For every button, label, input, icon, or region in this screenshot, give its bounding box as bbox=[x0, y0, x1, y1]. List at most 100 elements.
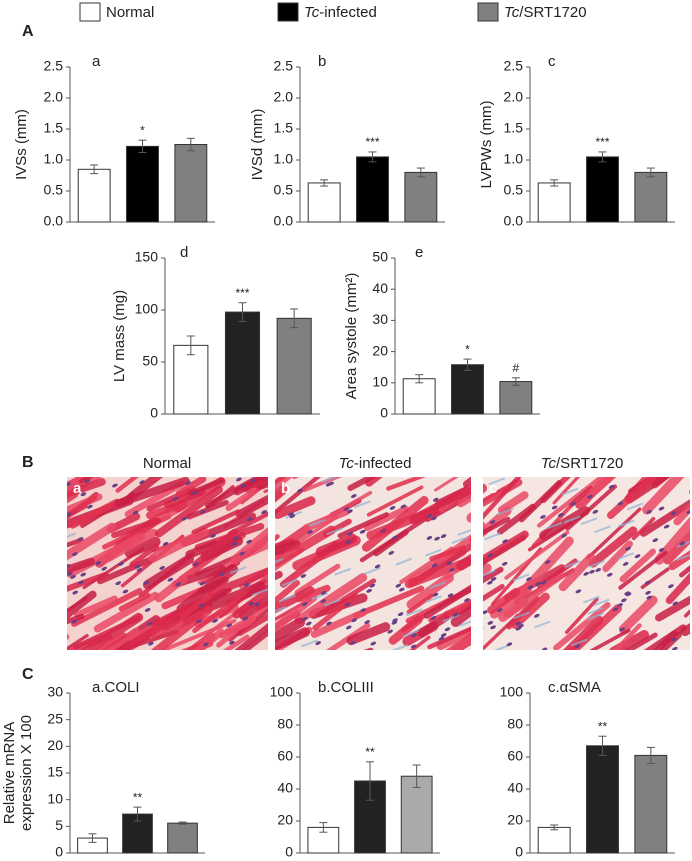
legend-swatch bbox=[277, 2, 299, 22]
italic-part: Tc bbox=[304, 4, 320, 21]
collagen bbox=[311, 592, 329, 601]
nucleus bbox=[501, 561, 508, 566]
nucleus bbox=[203, 642, 209, 647]
nucleus bbox=[447, 593, 454, 598]
collagen bbox=[493, 645, 508, 650]
collagen bbox=[676, 553, 690, 561]
nucleus bbox=[426, 535, 433, 540]
muscle-fiber bbox=[352, 585, 425, 619]
muscle-fiber bbox=[316, 578, 377, 618]
muscle-fiber bbox=[553, 602, 611, 650]
nucleus bbox=[544, 560, 551, 564]
muscle-fiber bbox=[483, 530, 529, 565]
panel-label: C bbox=[22, 666, 34, 683]
collagen bbox=[402, 629, 420, 638]
muscle-fiber bbox=[361, 496, 429, 552]
nucleus bbox=[198, 603, 205, 608]
nucleus bbox=[583, 571, 589, 576]
collagen bbox=[564, 560, 581, 569]
muscle-fiber bbox=[206, 485, 235, 509]
nucleus bbox=[196, 619, 202, 624]
muscle-fiber bbox=[79, 477, 94, 484]
muscle-fiber bbox=[67, 590, 97, 620]
muscle-fiber bbox=[346, 622, 391, 646]
nucleus bbox=[440, 534, 447, 539]
muscle-fiber bbox=[444, 633, 471, 650]
y-tick-label: 40 bbox=[372, 280, 388, 296]
muscle-fiber bbox=[67, 571, 109, 592]
collagen bbox=[457, 528, 471, 536]
significance: # bbox=[512, 361, 519, 375]
muscle-fiber bbox=[497, 491, 529, 514]
muscle-fiber bbox=[564, 597, 599, 634]
y-tick-label: 30 bbox=[47, 684, 63, 700]
muscle-fiber bbox=[417, 613, 450, 638]
muscle-fiber bbox=[67, 488, 79, 504]
y-axis-label: LVPWs (mm) bbox=[478, 100, 495, 188]
nucleus bbox=[246, 517, 253, 522]
collagen bbox=[676, 540, 690, 548]
muscle-fiber bbox=[67, 522, 117, 561]
y-tick-label: 2.5 bbox=[44, 58, 64, 74]
chart-title: a.COLI bbox=[92, 679, 140, 696]
y-axis-label: IVSs (mm) bbox=[13, 109, 30, 180]
muscle-fiber bbox=[580, 477, 612, 507]
nucleus bbox=[551, 505, 558, 510]
nucleus bbox=[391, 620, 398, 625]
bar bbox=[634, 754, 668, 854]
nucleus bbox=[587, 494, 593, 499]
nucleus bbox=[78, 580, 84, 585]
muscle-fiber bbox=[127, 477, 164, 501]
muscle-fiber bbox=[312, 593, 359, 631]
muscle-fiber bbox=[643, 624, 687, 650]
legend-label: Tc/SRT1720 bbox=[504, 4, 587, 21]
y-tick-label: 0.0 bbox=[274, 213, 294, 229]
nucleus bbox=[80, 572, 87, 577]
nucleus bbox=[218, 572, 225, 577]
nucleus bbox=[162, 542, 169, 546]
muscle-fiber bbox=[154, 485, 223, 538]
nucleus bbox=[668, 584, 674, 589]
muscle-fiber bbox=[642, 477, 685, 515]
y-axis-label: Relative mRNA bbox=[1, 722, 18, 825]
muscle-fiber bbox=[253, 477, 268, 489]
muscle-fiber bbox=[185, 540, 219, 559]
significance: *** bbox=[235, 286, 249, 300]
muscle-fiber bbox=[67, 477, 91, 493]
nucleus bbox=[645, 590, 651, 595]
y-tick-label: 40 bbox=[507, 780, 523, 796]
nucleus bbox=[101, 566, 108, 571]
chart-title: e bbox=[415, 244, 423, 261]
y-tick-label: 2.0 bbox=[504, 89, 524, 105]
collagen bbox=[364, 566, 381, 575]
muscle-fiber bbox=[71, 587, 143, 627]
histology-image bbox=[275, 477, 471, 650]
text-part: Normal bbox=[143, 455, 191, 472]
muscle-fiber bbox=[234, 622, 268, 650]
y-tick-label: 50 bbox=[142, 353, 158, 369]
panel-label: A bbox=[22, 23, 34, 40]
collagen bbox=[484, 532, 501, 541]
muscle-fiber bbox=[275, 538, 295, 550]
y-tick-label: 0 bbox=[150, 405, 158, 421]
nucleus bbox=[144, 608, 151, 612]
collagen bbox=[587, 612, 604, 621]
nucleus bbox=[646, 510, 653, 514]
nucleus bbox=[438, 636, 445, 641]
nucleus bbox=[646, 595, 653, 600]
muscle-fiber bbox=[337, 512, 389, 539]
nucleus bbox=[506, 642, 513, 647]
muscle-fiber bbox=[175, 477, 207, 498]
muscle-fiber bbox=[406, 593, 434, 615]
muscle-fiber bbox=[483, 566, 504, 584]
bar bbox=[537, 826, 571, 854]
muscle-fiber bbox=[222, 634, 250, 650]
nucleus bbox=[575, 589, 582, 594]
muscle-fiber bbox=[225, 489, 256, 512]
nucleus bbox=[410, 644, 417, 649]
y-tick-label: 80 bbox=[507, 716, 523, 732]
nucleus bbox=[306, 621, 312, 626]
nucleus bbox=[328, 481, 334, 486]
nucleus bbox=[607, 572, 613, 577]
nucleus bbox=[658, 506, 665, 511]
